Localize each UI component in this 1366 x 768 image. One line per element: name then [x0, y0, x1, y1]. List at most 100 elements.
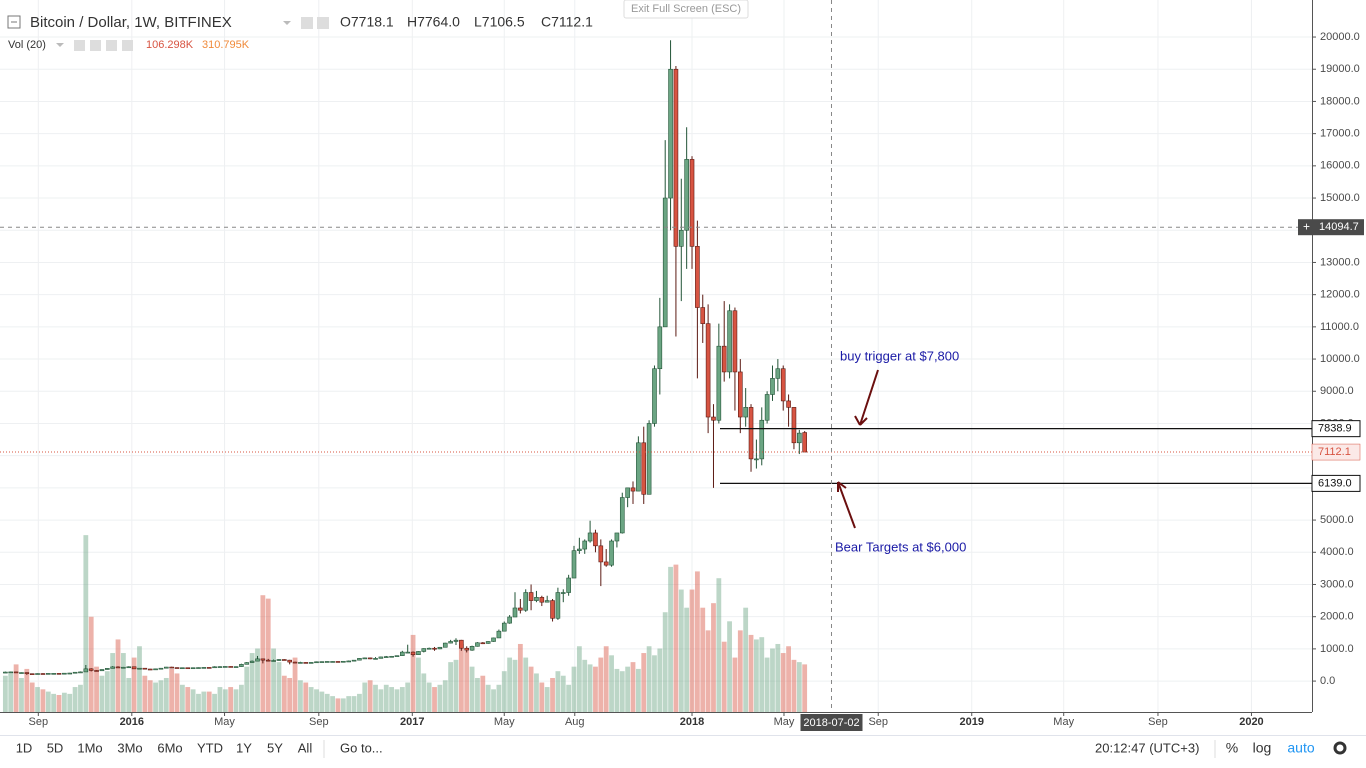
volume-bar: [244, 666, 250, 712]
volume-bar: [61, 692, 67, 712]
candle-body: [29, 673, 35, 675]
candle-body: [228, 666, 233, 668]
candle-body: [330, 661, 335, 663]
candle-body: [625, 487, 630, 498]
percent-toggle[interactable]: %: [1226, 740, 1238, 756]
settings-gear[interactable]: [1333, 741, 1347, 755]
candle-body: [630, 487, 636, 492]
dropdown-icon[interactable]: [283, 21, 291, 25]
candle-body: [206, 667, 212, 669]
candle-body: [357, 658, 362, 661]
volume-bar: [147, 680, 153, 712]
hide-icon[interactable]: [317, 17, 329, 29]
candle-body: [780, 368, 786, 402]
volume-bar: [83, 535, 89, 712]
volume-bar: [56, 694, 62, 712]
candle-body: [555, 592, 561, 619]
volume-bar: [507, 657, 513, 712]
range-button[interactable]: 5D: [47, 740, 64, 755]
volume-bar: [35, 687, 40, 712]
candle-body: [678, 229, 684, 247]
candle-body: [217, 666, 223, 668]
candle-body: [180, 667, 185, 670]
toolbar-items: 1D 5D 1Mo 3Mo 6Mo YTD 1Y 5Y All Go to... 20:12:47 …: [16, 740, 1315, 756]
volume-bar: [571, 666, 577, 712]
candle-body: [88, 668, 94, 671]
candle-body: [24, 672, 30, 674]
icon[interactable]: [90, 40, 101, 51]
candle-body: [523, 592, 529, 611]
volume-bar: [753, 639, 759, 712]
range-button[interactable]: All: [298, 740, 313, 755]
candle-body: [491, 637, 496, 642]
candle-body: [319, 661, 325, 663]
y-tick-label: 20000.0: [1320, 31, 1360, 43]
settings-icon[interactable]: [301, 17, 313, 29]
candle-body: [94, 670, 99, 672]
candle-body: [668, 68, 673, 199]
candle-body: [700, 307, 706, 324]
volume-bar: [276, 662, 282, 712]
volume-bar: [432, 687, 437, 712]
candle-body: [121, 666, 126, 669]
collapse-icon[interactable]: [7, 15, 21, 29]
volume-bar: [67, 693, 73, 712]
candle-body: [754, 458, 759, 461]
candle-body: [314, 661, 319, 664]
range-button[interactable]: 6Mo: [157, 740, 182, 755]
volume-bar: [362, 682, 368, 712]
crosshair-x-label: 2018-07-02: [803, 717, 859, 729]
range-button[interactable]: 3Mo: [117, 740, 142, 755]
goto-button[interactable]: Go to...: [340, 740, 383, 755]
y-tick-label: 0.0: [1320, 675, 1335, 687]
volume-bar: [399, 687, 405, 712]
range-button[interactable]: YTD: [197, 740, 223, 755]
price-axis: [1312, 0, 1366, 735]
range-button[interactable]: 5Y: [267, 740, 283, 755]
candle-body: [764, 394, 770, 421]
clock: 20:12:47 (UTC+3): [1095, 740, 1199, 755]
volume-bar: [786, 646, 791, 712]
exit-fullscreen-button[interactable]: [623, 0, 749, 19]
annotation-text: Bear Targets at $6,000: [835, 539, 966, 554]
volume-bar: [196, 693, 201, 712]
range-button[interactable]: 1D: [16, 740, 33, 755]
symbol-title: Bitcoin / Dollar, 1W, BITFINEX: [30, 14, 232, 31]
icon[interactable]: [74, 40, 85, 51]
candle-body: [641, 442, 647, 495]
candle-body: [367, 657, 373, 660]
volume-bar: [737, 630, 743, 712]
auto-toggle[interactable]: auto: [1287, 740, 1314, 756]
range-button[interactable]: 1Y: [236, 740, 252, 755]
crosshair-x-box: [800, 714, 863, 731]
log-toggle[interactable]: log: [1253, 740, 1272, 756]
volume-bar: [523, 657, 529, 712]
icon[interactable]: [106, 40, 117, 51]
candle-body: [598, 545, 604, 563]
volume-bar: [163, 677, 169, 712]
range-button[interactable]: 1Mo: [77, 740, 102, 755]
volume-bar: [340, 698, 346, 712]
volume-bar: [700, 607, 706, 712]
volume-bar: [8, 673, 14, 712]
icon[interactable]: [122, 40, 133, 51]
volume-bar: [169, 668, 175, 712]
candle-body: [603, 561, 609, 566]
volume-bar: [593, 666, 598, 712]
candle-body: [196, 667, 201, 669]
volume-bar: [796, 662, 802, 712]
volume-bar: [694, 571, 700, 712]
annotation-arrow: [854, 369, 879, 426]
volume-bar: [517, 643, 523, 712]
volume-bar: [410, 634, 416, 712]
candle-body: [802, 432, 807, 453]
candle-body: [544, 600, 550, 603]
volume-bar: [555, 671, 561, 712]
dropdown-icon[interactable]: [56, 43, 64, 47]
candle-body: [721, 345, 727, 373]
x-tick-label: May: [494, 716, 515, 728]
candle-body: [99, 669, 105, 672]
volume-bar: [458, 643, 464, 712]
volume-bar: [496, 684, 502, 712]
candle-body: [464, 647, 470, 651]
